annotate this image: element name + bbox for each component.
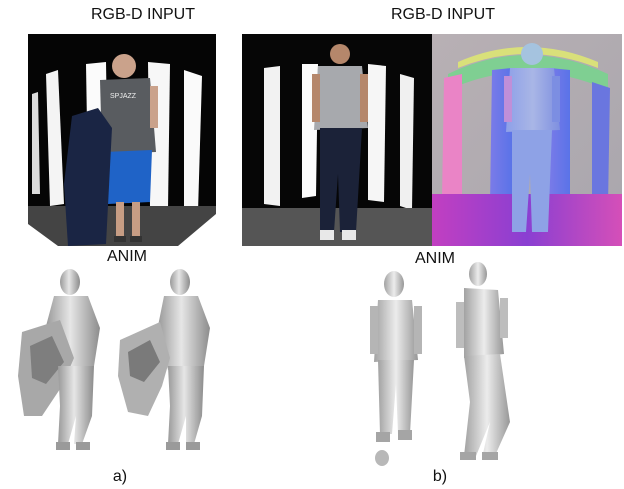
panel-a-caption: a)	[112, 468, 128, 485]
shirt-text: SPJAZZ	[110, 93, 137, 100]
panel-a-input-label: RGB-D INPUT	[91, 6, 195, 23]
panel-a-mesh-reconstructions	[2, 266, 240, 462]
mesh-b-front	[370, 271, 422, 466]
panel-b-normal-map	[432, 34, 622, 246]
panel-b-mesh-reconstructions	[360, 262, 540, 468]
mesh-a-rotated	[118, 269, 210, 450]
panel-b-output-label: ANIM	[415, 250, 455, 267]
panel-a-output-label: ANIM	[107, 248, 147, 265]
panel-b-input-label: RGB-D INPUT	[391, 6, 495, 23]
panel-a-rgb-image: SPJAZZ	[28, 34, 216, 246]
panel-b-caption: b)	[432, 468, 448, 485]
mesh-b-side	[456, 262, 510, 460]
mesh-a-front	[18, 269, 100, 450]
panel-b-rgb-image	[242, 34, 432, 246]
